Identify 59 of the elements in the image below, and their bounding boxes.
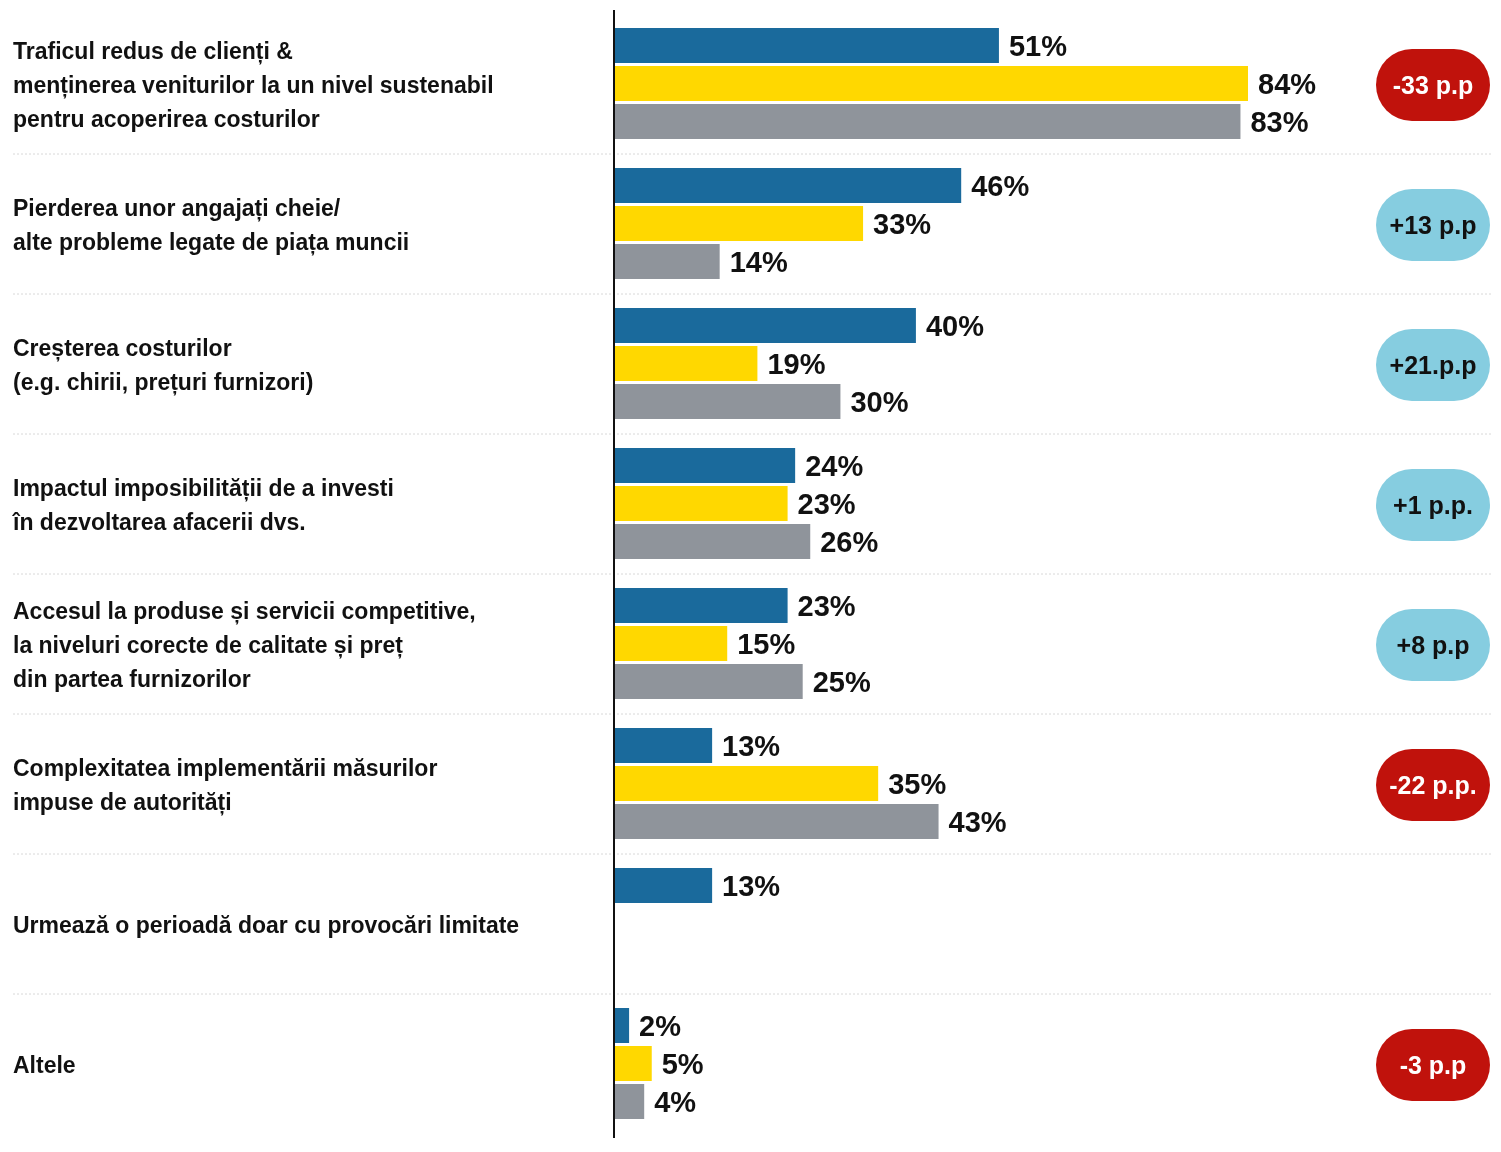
bar — [614, 448, 796, 483]
bar — [614, 1084, 645, 1119]
bar — [614, 626, 728, 661]
bar — [614, 244, 720, 279]
bar — [614, 868, 713, 903]
bar — [614, 486, 788, 521]
data-label: 35% — [888, 767, 947, 800]
data-label: 26% — [820, 525, 879, 558]
bar — [614, 766, 879, 801]
bar — [614, 206, 864, 241]
y-tick-label: Pierderea unor angajați cheie/ alte probleme legate de piața muncii — [13, 195, 410, 256]
data-label: 46% — [971, 169, 1030, 202]
data-label: 2% — [639, 1009, 682, 1042]
bar — [614, 104, 1241, 139]
data-label: 13% — [722, 869, 781, 902]
data-label: 43% — [948, 805, 1007, 838]
data-label: 83% — [1250, 105, 1309, 138]
text: +21.p.p — [1389, 351, 1477, 379]
y-tick-label: Impactul imposibilității de a investi în dezvoltarea afacerii dvs. — [12, 475, 394, 535]
data-label: 23% — [797, 589, 856, 622]
data-label: 84% — [1258, 67, 1317, 100]
data-label: 19% — [767, 347, 826, 380]
bar — [614, 384, 841, 419]
data-label: 15% — [737, 627, 796, 660]
y-tick-label: Urmează o perioadă doar cu provocări limitate — [13, 912, 520, 938]
y-tick-label: Complexitatea implementării măsurilor impuse de autorități — [13, 755, 438, 816]
text: -22 p.p. — [1389, 771, 1477, 799]
data-label: 13% — [722, 729, 781, 762]
bar — [614, 308, 916, 343]
data-label: 4% — [654, 1085, 697, 1118]
bar — [614, 66, 1248, 101]
data-label: 30% — [850, 385, 909, 418]
bar — [614, 1046, 652, 1081]
text: +1 p.p. — [1393, 491, 1473, 519]
text: -33 p.p — [1392, 71, 1474, 99]
y-tick-label: Traficul redus de clienți & menținerea veniturilor la un nivel sustenabil pentru acoperirea costurilor — [13, 38, 494, 132]
bar — [614, 524, 811, 559]
bar — [614, 1008, 630, 1043]
data-label: 51% — [1008, 29, 1068, 62]
y-tick-label: Accesul la produse și servicii competitive, la niveluri corecte de calitate și preț din partea furnizorilor — [13, 598, 476, 692]
data-label: 24% — [805, 449, 864, 482]
bar — [614, 804, 939, 839]
y-tick-label: Altele — [13, 1052, 76, 1078]
bar — [614, 168, 962, 203]
data-label: 14% — [729, 245, 788, 278]
y-tick-label: Creșterea costurilor (e.g. chirii, prețuri furnizori) — [13, 335, 314, 396]
bar — [614, 664, 803, 699]
data-label: 40% — [925, 309, 985, 342]
bar — [614, 28, 999, 63]
data-label: 33% — [873, 207, 932, 240]
bar — [614, 346, 758, 381]
text: +13 p.p — [1389, 211, 1477, 239]
text: -3 p.p — [1399, 1051, 1467, 1079]
data-label: 25% — [812, 665, 871, 698]
bar — [614, 588, 788, 623]
text: +8 p.p — [1396, 631, 1470, 659]
data-label: 5% — [661, 1047, 704, 1080]
data-label: 23% — [797, 487, 856, 520]
bar — [614, 728, 713, 763]
